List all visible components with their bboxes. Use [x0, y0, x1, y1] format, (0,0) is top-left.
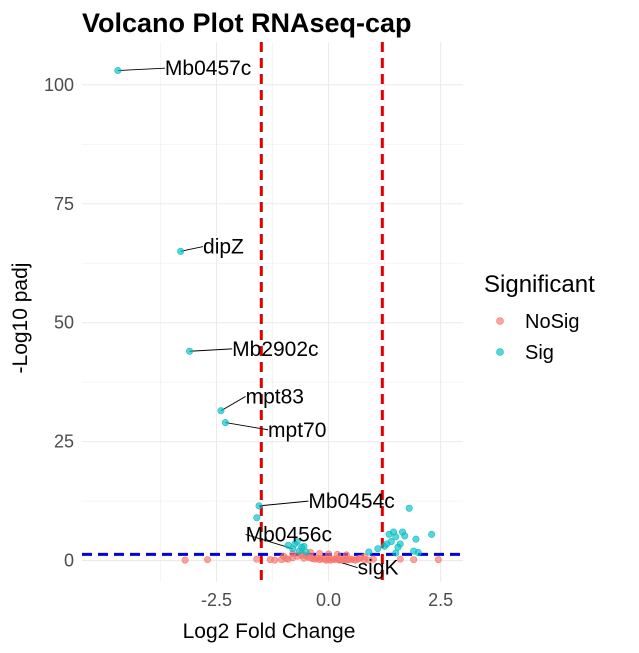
- point-sig: [381, 542, 389, 550]
- point-sig: [428, 530, 436, 538]
- x-axis-title: Log2 Fold Change: [183, 620, 356, 643]
- point-nosig: [253, 555, 261, 563]
- gene-label: mpt83: [246, 385, 304, 408]
- point-nosig: [325, 550, 333, 558]
- point-sig: [284, 541, 292, 549]
- data-points: [114, 67, 442, 564]
- point-sig: [387, 538, 395, 546]
- grid: [82, 42, 463, 582]
- point-sig: [401, 532, 409, 540]
- legend-title: Significant: [484, 271, 595, 298]
- point-sig: [186, 347, 194, 355]
- y-tick-label: 50: [54, 313, 74, 333]
- point-sig: [114, 67, 122, 75]
- gene-label: Mb0457c: [165, 57, 251, 80]
- gene-label: Mb2902c: [232, 338, 318, 361]
- y-tick-label: 25: [54, 432, 74, 452]
- point-nosig: [396, 555, 404, 563]
- y-axis-title: -Log10 padj: [9, 263, 32, 374]
- gene-label: sigK: [358, 557, 399, 580]
- legend-label: Sig: [525, 342, 554, 364]
- gene-labels: Mb0457c dipZ Mb2902c mpt83 mpt70 Mb0454c Mb045…: [165, 57, 399, 580]
- label-connector: [225, 422, 269, 431]
- point-sig: [177, 247, 185, 255]
- legend-key-sig: [496, 348, 504, 356]
- annotation-connectors: [117, 67, 358, 569]
- x-tick-label: -2.5: [201, 590, 232, 610]
- point-sig: [414, 549, 422, 557]
- legend-key-nosig: [496, 317, 504, 325]
- point-sig: [392, 549, 400, 557]
- point-nosig: [369, 555, 377, 563]
- point-sig: [221, 419, 229, 427]
- label-connector: [259, 500, 309, 507]
- label-connector: [180, 246, 204, 252]
- point-nosig: [271, 556, 279, 564]
- point-sig: [412, 535, 420, 543]
- point-nosig: [204, 556, 212, 564]
- point-nosig: [434, 556, 442, 564]
- point-nosig: [360, 553, 368, 561]
- point-nosig: [410, 556, 418, 564]
- point-sig: [405, 504, 413, 512]
- point-sig: [217, 407, 225, 415]
- x-tick-label: 2.5: [428, 590, 453, 610]
- point-nosig: [181, 556, 189, 564]
- point-nosig: [280, 552, 288, 560]
- gene-label: mpt70: [268, 419, 326, 442]
- point-sig: [253, 514, 261, 522]
- legend-label: NoSig: [525, 311, 579, 333]
- gene-label: dipZ: [203, 236, 244, 259]
- label-connector: [220, 396, 246, 412]
- threshold-lines: [82, 42, 463, 582]
- chart-title: Volcano Plot RNAseq-cap: [82, 8, 412, 38]
- gene-label: Mb0456c: [246, 523, 332, 546]
- point-sig: [365, 548, 373, 556]
- label-connector: [117, 67, 165, 71]
- y-tick-label: 0: [64, 551, 74, 571]
- point-sig: [374, 545, 382, 553]
- axis-ticks: -2.5 0.0 2.5 0 25 50 75 100: [44, 75, 453, 610]
- point-nosig: [316, 549, 324, 557]
- point-nosig: [342, 551, 350, 559]
- y-tick-label: 75: [54, 194, 74, 214]
- point-sig: [392, 533, 400, 541]
- label-connector: [189, 348, 233, 352]
- point-sig: [293, 538, 301, 546]
- point-sig: [302, 548, 310, 556]
- y-tick-label: 100: [44, 75, 74, 95]
- point-sig: [396, 540, 404, 548]
- gene-label: Mb0454c: [308, 490, 394, 513]
- point-sig: [255, 502, 263, 510]
- legend: Significant NoSig Sig: [484, 271, 595, 364]
- point-nosig: [333, 550, 341, 558]
- x-tick-label: 0.0: [316, 590, 341, 610]
